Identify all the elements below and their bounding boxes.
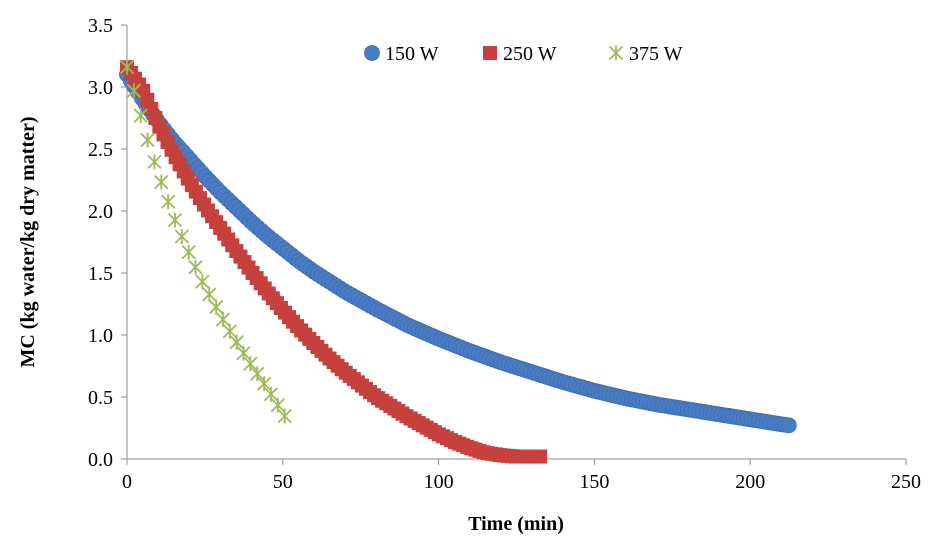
y-tick-label: 2.5 xyxy=(88,139,113,161)
legend-marker xyxy=(483,46,497,60)
data-point xyxy=(174,229,189,245)
y-tick-label: 2.0 xyxy=(88,201,113,223)
data-point xyxy=(160,194,176,210)
data-point xyxy=(208,299,224,315)
series-150-w xyxy=(119,66,797,434)
data-point xyxy=(250,366,265,382)
data-point xyxy=(277,408,292,424)
axes xyxy=(126,25,906,460)
y-tick-label: 1.5 xyxy=(88,263,113,285)
legend-marker xyxy=(364,45,380,61)
y-tick-label: 0.5 xyxy=(88,387,113,409)
legend-marker xyxy=(608,45,624,61)
data-point xyxy=(147,154,162,170)
data-point xyxy=(256,376,272,392)
data-point xyxy=(188,259,203,275)
y-tick-label: 1.0 xyxy=(88,325,113,347)
x-axis-ticks: 0 50 100 150 200 250 xyxy=(122,459,921,493)
data-point xyxy=(243,356,258,372)
series-375-w xyxy=(119,59,292,424)
data-point xyxy=(215,311,231,327)
plot-area xyxy=(119,59,797,464)
x-tick-label: 200 xyxy=(735,471,765,493)
x-axis-title: Time (min) xyxy=(468,513,564,535)
data-point xyxy=(181,244,196,260)
legend: 150 W 250 W 375 W xyxy=(364,43,683,65)
x-tick-label: 250 xyxy=(891,471,921,493)
legend-label: 375 W xyxy=(629,43,683,65)
data-point xyxy=(195,274,210,290)
y-axis-ticks: 0.0 0.5 1.0 1.5 2.0 2.5 3.0 3.5 xyxy=(88,15,127,471)
x-tick-label: 0 xyxy=(122,471,132,493)
data-point xyxy=(154,174,169,190)
y-tick-label: 3.5 xyxy=(88,15,113,37)
y-tick-label: 0.0 xyxy=(88,449,113,471)
data-point xyxy=(167,212,183,228)
data-point xyxy=(236,345,251,361)
data-point xyxy=(202,286,217,302)
x-tick-label: 100 xyxy=(424,471,454,493)
data-point xyxy=(780,417,797,434)
y-axis-title: MC (kg water/kg dry matter) xyxy=(17,116,39,367)
data-point xyxy=(533,449,548,464)
data-point xyxy=(133,108,148,124)
legend-label: 250 W xyxy=(503,43,557,65)
x-tick-label: 50 xyxy=(273,471,293,493)
series-250-w xyxy=(120,60,548,464)
data-point xyxy=(119,59,135,75)
data-point xyxy=(140,132,155,148)
data-point xyxy=(126,83,141,99)
x-tick-label: 150 xyxy=(579,471,609,493)
y-tick-label: 3.0 xyxy=(88,77,113,99)
legend-label: 150 W xyxy=(385,43,439,65)
